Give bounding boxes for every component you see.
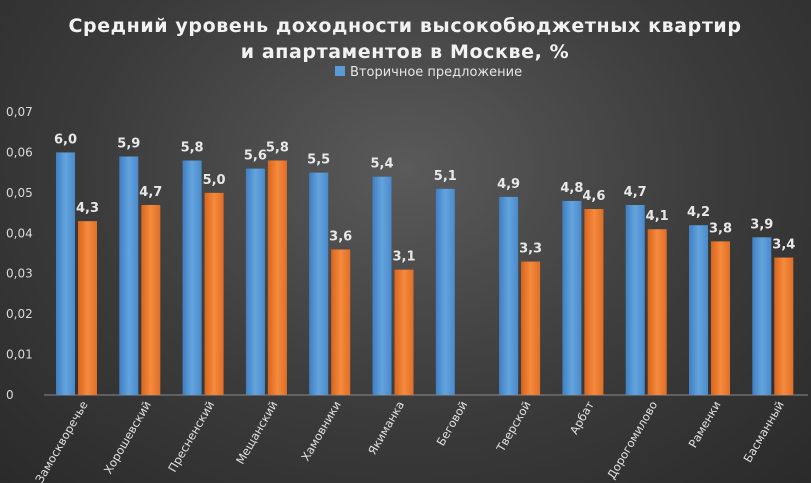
y-tick-label: 0,03 [6, 267, 33, 281]
data-label: 4,9 [497, 177, 520, 192]
bar-series-2 [584, 209, 604, 395]
y-tick-label: 0 [6, 388, 14, 402]
category-label: Тверской [493, 399, 534, 455]
data-label: 4,1 [646, 209, 669, 224]
y-tick-label: 0,05 [6, 186, 33, 200]
data-label: 5,5 [307, 153, 330, 168]
data-label: 3,3 [519, 242, 542, 257]
data-label: 5,8 [266, 141, 289, 156]
data-label: 4,8 [560, 181, 583, 196]
legend: Вторичное предложение [335, 65, 522, 80]
bar-series-1 [625, 204, 645, 395]
y-tick-label: 0,07 [6, 105, 33, 119]
data-label: 3,6 [329, 229, 352, 244]
category-label: Замоскворечье [32, 399, 90, 483]
y-tick-label: 0,04 [6, 226, 33, 240]
bar-series-1 [372, 176, 392, 395]
bar-series-2 [774, 257, 794, 395]
data-label: 4,7 [139, 185, 162, 200]
data-label: 3,8 [709, 221, 732, 236]
data-label: 5,4 [370, 157, 393, 172]
data-label: 3,9 [750, 217, 773, 232]
bars [56, 152, 794, 395]
data-label: 4,6 [582, 189, 605, 204]
category-label: Раменки [686, 399, 724, 451]
bar-series-1 [562, 200, 582, 395]
category-label: Мещанский [233, 399, 280, 467]
data-label: 5,0 [203, 173, 226, 188]
bar-series-1 [119, 156, 139, 395]
legend-swatch [335, 66, 345, 76]
data-label: 3,1 [392, 250, 415, 265]
y-tick-label: 0,06 [6, 145, 33, 159]
category-label: Якиманка [365, 399, 407, 458]
bar-series-1 [499, 196, 519, 395]
bar-series-1 [435, 188, 455, 395]
bar-series-2 [521, 261, 541, 395]
bar-series-1 [752, 237, 772, 395]
data-label: 5,8 [181, 141, 204, 156]
bar-series-1 [182, 160, 202, 395]
x-axis: Замоскворечье Хорошевский Пресненский Мещан… [32, 398, 787, 483]
chart-title-line-2: и апартаментов в Москве, % [241, 41, 570, 63]
y-axis: 0 0,01 0,02 0,03 0,04 0,05 0,06 0,07 [6, 105, 33, 402]
bar-series-1 [56, 152, 75, 395]
bar-series-1 [309, 172, 329, 395]
data-label: 5,1 [434, 169, 457, 184]
value-labels: 6,0 5,9 5,85,6 5,5 5,45,14,9 4,8 4,74,23,94,34… [54, 132, 795, 264]
data-label: 4,7 [624, 185, 647, 200]
data-label: 4,2 [687, 205, 710, 220]
bar-series-2 [394, 269, 414, 395]
category-label: Басманный [740, 399, 786, 465]
category-label: Арбат [567, 398, 597, 436]
data-label: 5,6 [244, 149, 267, 164]
y-tick-label: 0,02 [6, 307, 33, 321]
bar-series-2 [711, 241, 730, 395]
category-label: Хорошевский [101, 399, 154, 477]
data-label: 5,9 [117, 136, 140, 151]
y-tick-label: 0,01 [6, 348, 33, 362]
legend-label: Вторичное предложение [350, 65, 522, 80]
bar-series-2 [204, 192, 224, 395]
category-label: Дорогомилово [604, 399, 660, 482]
category-label: Хамовники [298, 399, 344, 464]
bar-series-1 [689, 225, 708, 395]
bar-series-2 [141, 204, 161, 395]
category-label: Пресненский [165, 399, 217, 475]
data-label: 6,0 [54, 132, 77, 147]
data-label: 3,4 [772, 238, 795, 253]
bar-series-1 [245, 168, 265, 395]
bar-series-2 [78, 221, 97, 395]
chart-title-line-1: Средний уровень доходности высокобюджетн… [68, 15, 741, 37]
bar-series-2 [331, 249, 351, 395]
category-label: Беговой [434, 399, 471, 449]
data-label: 4,3 [76, 201, 99, 216]
bar-series-2 [267, 160, 287, 395]
bar-series-2 [647, 229, 667, 395]
